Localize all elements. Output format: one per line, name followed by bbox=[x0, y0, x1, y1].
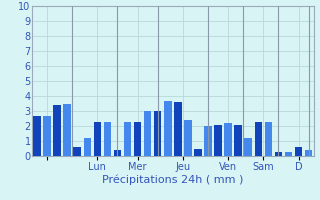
Bar bbox=[204, 126, 212, 156]
Bar bbox=[194, 148, 202, 156]
Bar bbox=[43, 116, 51, 156]
Bar bbox=[33, 116, 41, 156]
Bar bbox=[224, 123, 232, 156]
Bar bbox=[124, 121, 131, 156]
Bar bbox=[164, 100, 172, 156]
Bar bbox=[114, 150, 121, 156]
Bar bbox=[134, 121, 141, 156]
Bar bbox=[184, 120, 192, 156]
X-axis label: Précipitations 24h ( mm ): Précipitations 24h ( mm ) bbox=[102, 174, 244, 185]
Bar bbox=[154, 111, 162, 156]
Bar bbox=[174, 102, 182, 156]
Bar bbox=[285, 152, 292, 156]
Bar bbox=[214, 124, 222, 156]
Bar bbox=[295, 147, 302, 156]
Bar bbox=[93, 121, 101, 156]
Bar bbox=[74, 147, 81, 156]
Bar bbox=[234, 124, 242, 156]
Bar bbox=[53, 105, 61, 156]
Bar bbox=[305, 150, 312, 156]
Bar bbox=[254, 121, 262, 156]
Bar bbox=[265, 121, 272, 156]
Bar bbox=[84, 138, 91, 156]
Bar bbox=[144, 111, 151, 156]
Bar bbox=[275, 152, 282, 156]
Bar bbox=[244, 138, 252, 156]
Bar bbox=[63, 104, 71, 156]
Bar bbox=[104, 121, 111, 156]
